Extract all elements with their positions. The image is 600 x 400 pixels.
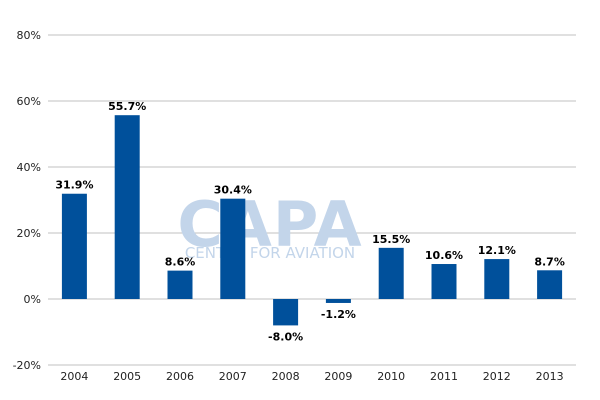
data-label: 10.6% [425,249,463,262]
y-tick-label: 20% [17,227,41,240]
x-tick-label: 2010 [377,370,405,383]
y-tick-label: -20% [13,359,41,372]
y-tick-label: 60% [17,95,41,108]
y-tick-label: 80% [17,29,41,42]
bar-2005 [114,115,140,299]
data-label: 15.5% [372,233,410,246]
data-labels: 31.9% 55.7% 8.6% 30.4% -8.0% -1.2% 15.5% 10.6% 1… [55,100,565,343]
y-axis-ticks: -20% 0% 20% 40% 60% 80% [13,29,41,372]
x-tick-label: 2007 [219,370,247,383]
x-tick-label: 2006 [166,370,194,383]
data-label: 8.7% [534,255,565,268]
bar-2006 [167,270,193,299]
data-label: 31.9% [55,179,93,192]
bar-2007 [220,198,246,299]
bar-2008 [273,299,299,326]
data-label: 55.7% [108,100,146,113]
watermark-subtext: CENTRE FOR AVIATION [185,244,355,262]
y-tick-label: 0% [24,293,41,306]
data-label: -1.2% [321,308,356,321]
x-tick-label: 2011 [430,370,458,383]
x-tick-label: 2004 [60,370,88,383]
x-tick-label: 2008 [272,370,300,383]
bar-2013 [537,270,563,299]
data-label: 30.4% [214,184,252,197]
y-tick-label: 40% [17,161,41,174]
bar-2012 [484,259,510,299]
data-label: 12.1% [478,244,516,257]
x-tick-label: 2012 [483,370,511,383]
bar-2010 [378,247,404,299]
bars [61,115,563,326]
data-label: -8.0% [268,330,303,343]
x-tick-label: 2013 [536,370,564,383]
x-axis-ticks: 2004 2005 2006 2007 2008 2009 2010 2011 2012 2013 [60,370,563,383]
bar-2009 [325,299,351,303]
data-label: 8.6% [165,256,196,269]
bar-2004 [61,193,87,299]
x-tick-label: 2005 [113,370,141,383]
capa-watermark: CAPA CENTRE FOR AVIATION [177,188,362,262]
x-tick-label: 2009 [324,370,352,383]
bar-2011 [431,264,457,299]
watermark-logo-text: CAPA [177,188,362,261]
